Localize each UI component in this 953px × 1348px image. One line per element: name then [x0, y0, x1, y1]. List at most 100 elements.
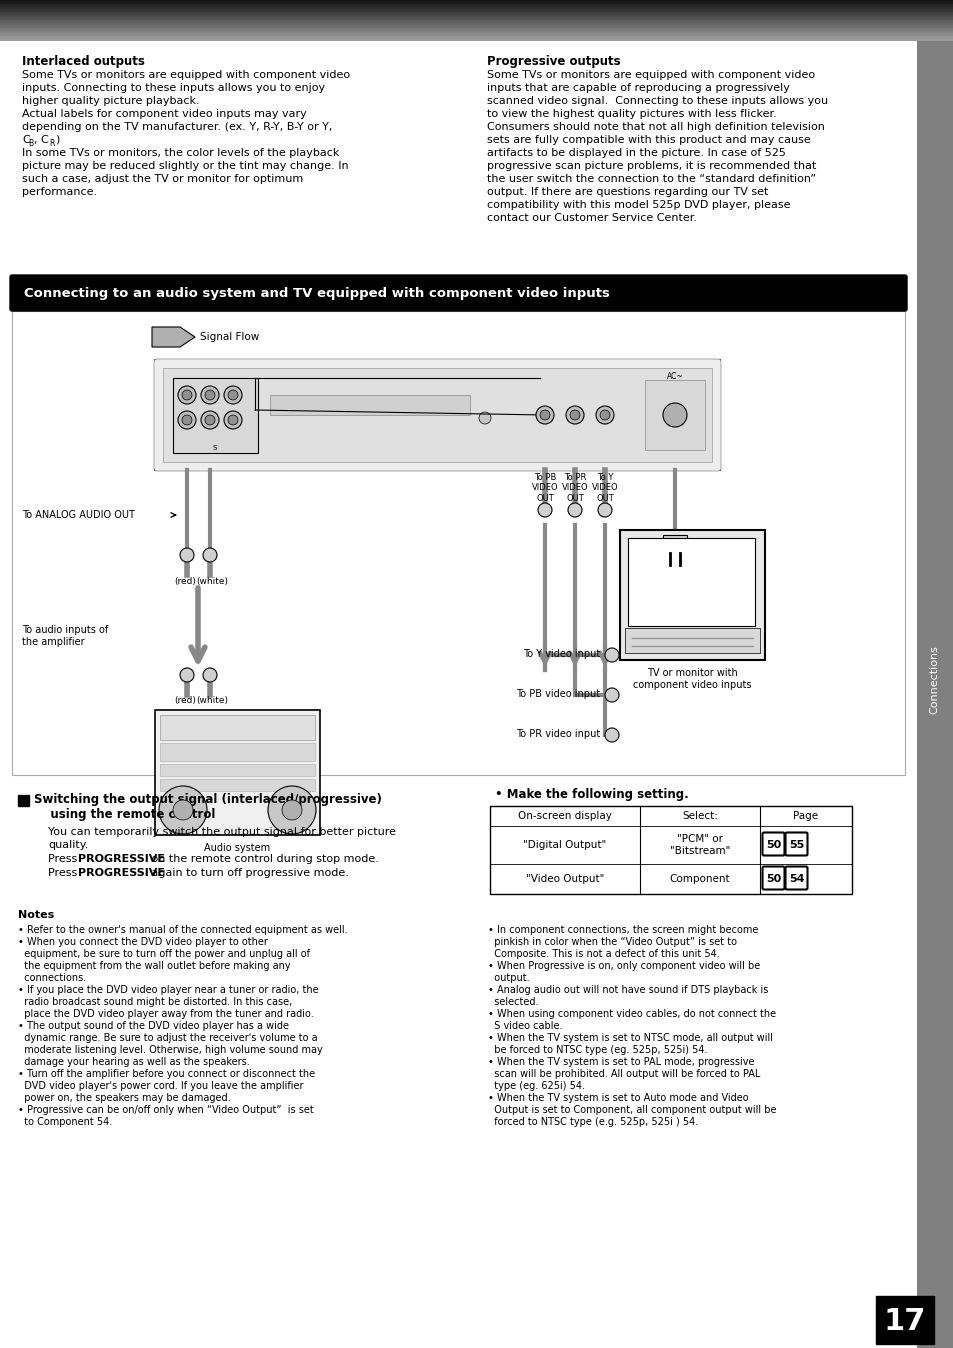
Text: • Refer to the owner's manual of the connected equipment as well.: • Refer to the owner's manual of the con…	[18, 925, 347, 936]
Text: R: R	[49, 139, 54, 147]
Bar	[12, 276, 904, 309]
Text: S: S	[213, 445, 217, 452]
Bar	[0, 11, 953, 12]
Text: scan will be prohibited. All output will be forced to PAL: scan will be prohibited. All output will…	[488, 1069, 760, 1078]
Text: Composite. This is not a defect of this unit 54.: Composite. This is not a defect of this …	[488, 949, 719, 958]
Bar	[0, 5, 953, 7]
Bar	[490, 806, 851, 894]
Bar	[619, 530, 764, 661]
Circle shape	[478, 412, 491, 425]
Text: (red): (red)	[173, 577, 195, 586]
FancyBboxPatch shape	[784, 833, 806, 856]
Text: • The output sound of the DVD video player has a wide: • The output sound of the DVD video play…	[18, 1020, 289, 1031]
Text: TV or monitor with
component video inputs: TV or monitor with component video input…	[633, 669, 751, 690]
Text: To Y video input: To Y video input	[522, 648, 599, 659]
Text: radio broadcast sound might be distorted. In this case,: radio broadcast sound might be distorted…	[18, 998, 292, 1007]
Circle shape	[182, 415, 192, 425]
Text: to Component 54.: to Component 54.	[18, 1117, 112, 1127]
Text: output.: output.	[488, 973, 529, 983]
Text: • In component connections, the screen might become: • In component connections, the screen m…	[488, 925, 758, 936]
Text: Some TVs or monitors are equipped with component video: Some TVs or monitors are equipped with c…	[22, 70, 350, 80]
Bar	[270, 395, 470, 415]
Text: sets are fully compatible with this product and may cause: sets are fully compatible with this prod…	[486, 135, 810, 146]
Circle shape	[203, 669, 216, 682]
Circle shape	[599, 410, 609, 421]
Text: PROGRESSIVE: PROGRESSIVE	[78, 868, 165, 878]
Text: B: B	[29, 139, 33, 147]
Circle shape	[178, 411, 195, 429]
Circle shape	[604, 648, 618, 662]
Text: To wall outlet: To wall outlet	[642, 570, 706, 580]
Text: To PB video input: To PB video input	[516, 689, 599, 700]
FancyBboxPatch shape	[10, 275, 906, 311]
Bar	[0, 12, 953, 13]
Circle shape	[268, 786, 315, 834]
Text: Page: Page	[793, 811, 818, 821]
Text: be forced to NTSC type (eg. 525p, 525i) 54.: be forced to NTSC type (eg. 525p, 525i) …	[488, 1045, 707, 1055]
Text: • When using component video cables, do not connect the: • When using component video cables, do …	[488, 1010, 776, 1019]
Text: 54: 54	[788, 874, 803, 884]
Bar	[0, 39, 953, 40]
Bar	[0, 35, 953, 36]
Text: quality.: quality.	[48, 840, 89, 851]
Text: artifacts to be displayed in the picture. In case of 525: artifacts to be displayed in the picture…	[486, 148, 785, 158]
FancyBboxPatch shape	[761, 833, 783, 856]
Text: • When Progressive is on, only component video will be: • When Progressive is on, only component…	[488, 961, 760, 971]
Bar	[12, 311, 904, 775]
Bar	[0, 24, 953, 26]
Bar	[160, 743, 314, 762]
Text: 50: 50	[765, 874, 781, 884]
Text: AC~: AC~	[666, 372, 682, 381]
Circle shape	[598, 503, 612, 518]
Text: Consumers should note that not all high definition television: Consumers should note that not all high …	[486, 123, 824, 132]
Circle shape	[205, 415, 214, 425]
Text: (white): (white)	[195, 696, 228, 705]
Bar	[0, 34, 953, 35]
Circle shape	[569, 410, 579, 421]
Circle shape	[159, 786, 207, 834]
Text: In some TVs or monitors, the color levels of the playback: In some TVs or monitors, the color level…	[22, 148, 339, 158]
Bar	[0, 3, 953, 4]
Text: the equipment from the wall outlet before making any: the equipment from the wall outlet befor…	[18, 961, 291, 971]
Text: DVD video player's power cord. If you leave the amplifier: DVD video player's power cord. If you le…	[18, 1081, 303, 1091]
Text: Connecting to an audio system and TV equipped with component video inputs: Connecting to an audio system and TV equ…	[24, 287, 609, 299]
Text: the user switch the connection to the “standard definition”: the user switch the connection to the “s…	[486, 174, 815, 183]
Text: Output is set to Component, all component output will be: Output is set to Component, all componen…	[488, 1105, 776, 1115]
Circle shape	[604, 687, 618, 702]
Text: • Turn off the amplifier before you connect or disconnect the: • Turn off the amplifier before you conn…	[18, 1069, 314, 1078]
FancyBboxPatch shape	[761, 867, 783, 890]
Bar	[18, 795, 29, 806]
Text: You can temporarily switch the output signal for better picture: You can temporarily switch the output si…	[48, 828, 395, 837]
Text: Press: Press	[48, 855, 81, 864]
Circle shape	[180, 549, 193, 562]
Text: type (eg. 625i) 54.: type (eg. 625i) 54.	[488, 1081, 584, 1091]
Bar	[160, 779, 314, 791]
Bar	[916, 0, 953, 1348]
Bar	[0, 38, 953, 39]
Text: Notes: Notes	[18, 910, 54, 919]
Circle shape	[224, 386, 242, 404]
Text: dynamic range. Be sure to adjust the receiver's volume to a: dynamic range. Be sure to adjust the rec…	[18, 1033, 317, 1043]
Text: Audio system: Audio system	[204, 842, 271, 853]
Text: selected.: selected.	[488, 998, 537, 1007]
Text: Actual labels for component video inputs may vary: Actual labels for component video inputs…	[22, 109, 307, 119]
Bar	[0, 30, 953, 31]
Bar	[0, 31, 953, 32]
Circle shape	[182, 390, 192, 400]
Text: inputs. Connecting to these inputs allows you to enjoy: inputs. Connecting to these inputs allow…	[22, 84, 325, 93]
Text: moderate listening level. Otherwise, high volume sound may: moderate listening level. Otherwise, hig…	[18, 1045, 322, 1055]
Text: To PB
VIDEO
OUT: To PB VIDEO OUT	[531, 473, 558, 503]
Text: • Make the following setting.: • Make the following setting.	[495, 789, 688, 801]
Bar	[160, 764, 314, 776]
Text: power on, the speakers may be damaged.: power on, the speakers may be damaged.	[18, 1093, 231, 1103]
Bar	[0, 26, 953, 27]
Circle shape	[201, 386, 219, 404]
Text: 50: 50	[765, 840, 781, 851]
Bar	[0, 7, 953, 8]
Text: "Video Output": "Video Output"	[525, 874, 603, 884]
FancyBboxPatch shape	[784, 867, 806, 890]
Text: Interlaced outputs: Interlaced outputs	[22, 55, 145, 67]
Text: 17: 17	[882, 1306, 925, 1336]
Circle shape	[604, 728, 618, 741]
Text: 55: 55	[788, 840, 803, 851]
